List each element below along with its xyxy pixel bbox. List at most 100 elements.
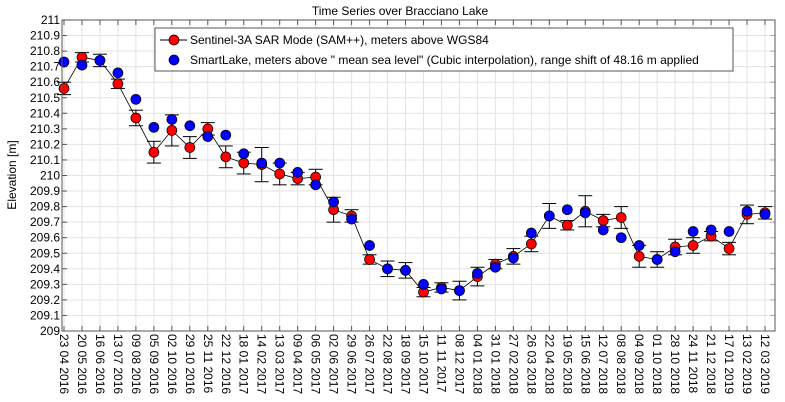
y-tick-label: 209.3 (30, 277, 60, 291)
sentinel-point (561, 219, 573, 231)
x-tick-label: 29 06 2017 (345, 334, 359, 394)
y-tick-label: 210.5 (30, 91, 60, 105)
x-axis-ticks: 23 04 2016 20 05 2016 16 06 2016 13 07 2016… (57, 20, 772, 394)
smartlake-point (112, 67, 124, 79)
x-tick-label: 31 01 2018 (488, 334, 502, 394)
x-tick-label: 13 03 2017 (273, 334, 287, 394)
x-tick-label: 01 10 2018 (650, 334, 664, 394)
y-tick-label: 209.1 (30, 308, 60, 322)
x-tick-label: 22 12 2016 (219, 334, 233, 394)
y-tick-label: 209.5 (30, 246, 60, 260)
smartlake-point (184, 120, 196, 132)
x-tick-label: 26 03 2018 (524, 334, 538, 394)
y-tick-label: 210.4 (30, 106, 60, 120)
x-tick-label: 29 10 2016 (183, 334, 197, 394)
smartlake-point (76, 59, 88, 71)
y-tick-label: 211 (41, 13, 60, 27)
x-tick-label: 06 05 2017 (309, 334, 323, 394)
plot-frame (61, 19, 776, 332)
x-tick-label: 22 08 2017 (381, 334, 395, 394)
x-tick-label: 21 12 2018 (704, 334, 718, 394)
smartlake-point (597, 224, 609, 236)
smartlake-point (615, 232, 627, 244)
smartlake-point (382, 263, 393, 275)
x-tick-label: 18 01 2017 (237, 334, 251, 394)
smartlake-point (364, 240, 375, 251)
y-tick-label: 210.3 (30, 122, 60, 136)
sentinel-point (148, 146, 160, 158)
x-tick-label: 13 07 2016 (111, 334, 125, 394)
smartlake-point (525, 227, 537, 239)
smartlake-point (490, 261, 501, 273)
legend-entry-smartlake: SmartLake, meters above " mean sea level… (190, 53, 699, 67)
sentinel-point (597, 215, 609, 226)
smartlake-point (472, 268, 483, 279)
x-tick-label: 08 12 2017 (452, 334, 466, 394)
y-tick-label: 210.7 (30, 60, 60, 74)
x-tick-label: 04 09 2018 (632, 334, 646, 394)
x-tick-label: 02 10 2016 (165, 334, 179, 394)
smartlake-point (166, 114, 178, 125)
smartlake-point (274, 157, 286, 169)
y-tick-label: 209.4 (30, 262, 60, 276)
smartlake-point (669, 246, 681, 258)
y-tick-label: 209.7 (30, 215, 60, 229)
chart-title: Time Series over Bracciano Lake (312, 4, 489, 18)
y-tick-label: 210 (40, 169, 60, 183)
x-tick-label: 27 02 2018 (506, 334, 520, 394)
sentinel-point (112, 78, 124, 90)
x-tick-label: 15 06 2018 (578, 334, 592, 394)
smartlake-point (418, 279, 429, 290)
sentinel-point (220, 151, 232, 163)
x-tick-label: 25 11 2016 (201, 334, 215, 393)
x-tick-label: 16 06 2016 (93, 334, 107, 394)
x-tick-label: 28 10 2018 (668, 334, 682, 394)
y-tick-label: 210.8 (30, 44, 60, 58)
smartlake-point (58, 56, 70, 68)
x-tick-label: 09 08 2016 (129, 334, 143, 394)
smartlake-point (346, 213, 357, 225)
sentinel-point (525, 238, 537, 250)
x-tick-label: 17 01 2019 (722, 334, 736, 394)
sentinel-point (615, 212, 627, 223)
y-tick-label: 210.9 (30, 29, 60, 43)
x-tick-label: 04 01 2018 (470, 334, 484, 394)
y-tick-label: 209.2 (30, 293, 60, 307)
y-tick-label: 210.2 (30, 137, 60, 151)
sentinel-line (63, 56, 766, 293)
x-tick-label: 12 07 2018 (596, 334, 610, 394)
sentinel-point (130, 112, 142, 124)
x-tick-label: 13 02 2019 (740, 334, 754, 394)
x-tick-label: 20 05 2016 (75, 334, 89, 394)
sentinel-point (166, 125, 178, 136)
sentinel-point (184, 142, 196, 153)
sentinel-point (633, 251, 645, 262)
smartlake-point (454, 285, 465, 296)
smartlake-point (202, 131, 214, 142)
data-marks (57, 51, 772, 301)
smartlake-point (759, 209, 771, 220)
x-tick-label: 19 05 2018 (560, 334, 574, 394)
smartlake-point (400, 265, 411, 276)
y-tick-label: 210.6 (30, 75, 60, 89)
legend-entry-sentinel: Sentinel-3A SAR Mode (SAM++), meters abo… (190, 33, 489, 47)
smartlake-point (328, 196, 339, 208)
sentinel-point (238, 157, 250, 169)
smartlake-point (220, 129, 232, 141)
x-tick-label: 14 02 2017 (255, 334, 269, 394)
y-axis-ticks: 209209.1209.2209.3209.4209.5209.6209.720… (30, 13, 775, 338)
smartlake-point (436, 283, 447, 295)
y-axis-label: Elevation [m] (5, 140, 19, 209)
x-tick-label: 11 11 2017 (434, 334, 448, 393)
y-tick-label: 209.6 (30, 231, 60, 245)
smartlake-point (579, 207, 591, 219)
sentinel-point (58, 83, 70, 94)
x-tick-label: 18 09 2017 (399, 334, 413, 394)
x-tick-label: 23 04 2016 (57, 334, 71, 394)
grid (62, 19, 775, 332)
x-tick-label: 05 09 2016 (147, 334, 161, 394)
sentinel-point (723, 243, 735, 254)
smartlake-point (741, 205, 753, 217)
smartlake-point (561, 204, 573, 216)
